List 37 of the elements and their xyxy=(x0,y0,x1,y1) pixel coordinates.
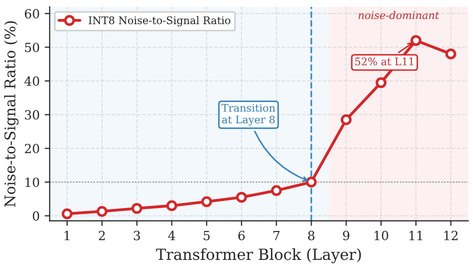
y-tick-label: 60 xyxy=(24,8,40,18)
x-tick-label: 5 xyxy=(204,230,210,240)
point xyxy=(201,196,212,208)
point xyxy=(340,114,352,126)
point xyxy=(62,208,73,220)
x-tick-label: 4 xyxy=(168,230,176,240)
x-tick-label: 8 xyxy=(308,230,314,240)
x-tick-label: 2 xyxy=(98,230,105,240)
point xyxy=(131,202,142,214)
point xyxy=(236,192,247,203)
y-axis-title: Noise-to-Signal Ratio (%) xyxy=(4,21,18,207)
point xyxy=(445,48,456,60)
point xyxy=(166,200,178,212)
x-tick-label: 3 xyxy=(134,230,140,240)
y-tick-label: 50 xyxy=(25,42,40,52)
point xyxy=(306,176,317,188)
x-axis-title: Transformer Block (Layer) xyxy=(156,248,361,264)
point xyxy=(376,77,386,88)
x-tick-label: 7 xyxy=(273,230,280,240)
point xyxy=(270,185,282,196)
x-tick-label: 11 xyxy=(410,230,422,240)
annotation: Transition at Layer 8 xyxy=(222,104,276,126)
legend-label: INT8 Noise-to-Signal Ratio xyxy=(88,16,230,26)
annotation: 52% at L11 xyxy=(355,58,414,66)
x-tick-label: 9 xyxy=(342,230,350,240)
point xyxy=(410,35,422,46)
band-label: noise-dominant xyxy=(358,11,440,20)
y-tick-label: 10 xyxy=(26,178,40,188)
y-tick-label: 30 xyxy=(24,110,40,120)
x-tick-label: 1 xyxy=(64,230,70,240)
point xyxy=(96,206,108,217)
y-tick-label: 40 xyxy=(24,76,40,86)
x-tick-label: 10 xyxy=(374,230,388,240)
y-tick-label: 0 xyxy=(32,211,40,221)
x-tick-label: 12 xyxy=(444,230,458,240)
x-tick-label: 6 xyxy=(238,230,245,240)
y-tick-label: 20 xyxy=(24,144,40,154)
